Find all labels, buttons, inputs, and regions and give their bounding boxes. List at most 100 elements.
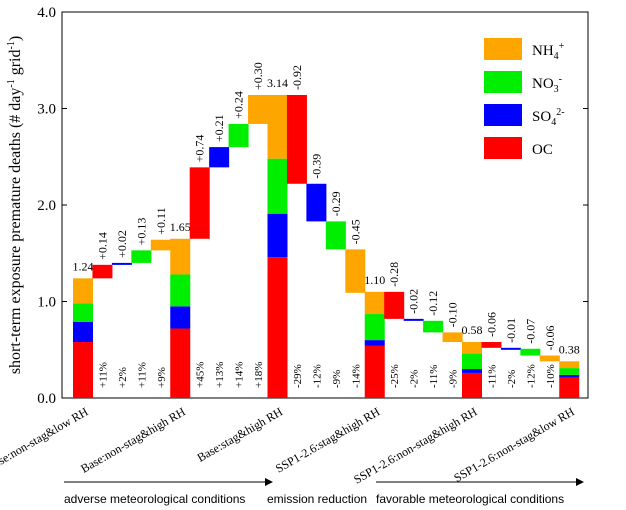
bar-total-oc-segment	[559, 377, 580, 398]
bar-total-nh4-segment	[170, 238, 191, 275]
legend-label-subscript: 4	[554, 51, 559, 62]
y-tick-label: 0.0	[37, 391, 56, 407]
bar-step-percent-label: +9%	[156, 367, 168, 388]
bar-step-so4	[111, 262, 132, 265]
bar-step-nh4	[150, 239, 171, 251]
legend-label-nh4: NH4+	[532, 41, 565, 62]
phase-arrowhead-adverse	[265, 478, 273, 486]
bar-step-percent-label: +13%	[214, 362, 226, 388]
phase-arrowhead-favorable	[576, 478, 584, 486]
bar-step-value-label: -0.06	[484, 312, 498, 337]
legend-label-base: OC	[532, 142, 553, 158]
bar-total-no3-segment	[462, 353, 482, 370]
y-tick-label: 3.0	[37, 102, 56, 118]
phase-label: adverse meteorological conditions	[64, 492, 245, 506]
bar-step-percent-label: -11%	[486, 365, 498, 388]
phase-label: favorable meteorological conditions	[376, 492, 564, 506]
bar-total-oc-segment	[170, 328, 191, 398]
legend-label-so4: SO42-	[532, 107, 565, 128]
bar-step-percent-label: -2%	[409, 370, 421, 388]
bar-step-percent-label: +2%	[117, 367, 129, 388]
bar-step-value-label: +0.21	[212, 114, 226, 142]
bar-step-percent-label: +45%	[195, 362, 207, 388]
bar-step-oc	[286, 94, 307, 184]
bar-step-percent-label: -12%	[525, 364, 537, 388]
y-axis-label-exponent: -1	[6, 41, 17, 49]
legend-label-superscript: -	[559, 74, 562, 85]
bar-step-oc	[189, 167, 210, 239]
bar-step-no3	[520, 348, 541, 356]
legend-label-base: NO	[532, 76, 554, 92]
bar-step-no3	[325, 221, 346, 250]
bar-total-no3-segment	[73, 303, 93, 322]
bar-step-value-label: -0.06	[543, 326, 557, 351]
bar-total-nh4-segment	[267, 94, 288, 159]
bar-step-percent-label: -11%	[428, 365, 440, 388]
bar-step-oc	[384, 291, 405, 319]
bar-step-value-label: -0.07	[523, 319, 537, 344]
legend-label-subscript: 3	[554, 84, 559, 95]
bar-step-nh4	[345, 249, 366, 293]
legend-swatch-so4	[484, 104, 522, 126]
bar-step-oc	[92, 264, 113, 279]
bar-step-value-label: -0.92	[290, 65, 304, 90]
bar-total-label: 0.38	[559, 342, 580, 356]
bar-total-oc-segment	[267, 257, 288, 398]
bar-step-value-label: -0.12	[426, 291, 440, 316]
bar-step-percent-label: -14%	[350, 364, 362, 388]
bar-step-nh4	[442, 332, 463, 343]
bar-total-label: 3.14	[267, 76, 288, 90]
bar-step-value-label: +0.11	[154, 207, 168, 234]
bar-step-value-label: +0.02	[115, 230, 129, 258]
bar-step-value-label: +0.24	[232, 91, 246, 119]
bar-total-oc-segment	[462, 372, 482, 398]
scenario-label: Base:non-stag&high RH	[78, 404, 188, 475]
y-tick-label: 2.0	[37, 198, 56, 214]
y-tick-label: 4.0	[37, 5, 56, 21]
bar-total-so4-segment	[462, 369, 482, 373]
legend-swatch-oc	[484, 137, 522, 159]
bar-total-so4-segment	[559, 374, 580, 378]
bar-total-so4-segment	[170, 306, 191, 329]
bar-step-no3	[131, 250, 152, 263]
bar-step-oc	[481, 342, 502, 348]
bar-step-percent-label: -10%	[545, 364, 557, 388]
bar-step-so4	[209, 147, 230, 168]
bar-total-label: 1.10	[364, 273, 385, 287]
bar-step-percent-label: +14%	[234, 362, 246, 388]
legend-label-superscript: 2-	[556, 107, 564, 118]
bar-step-value-label: +0.14	[95, 232, 109, 260]
bar-step-percent-label: +18%	[253, 362, 265, 388]
bar-step-percent-label: -12%	[311, 364, 323, 388]
y-axis-label-part: grid	[7, 49, 24, 79]
bar-step-percent-label: -29%	[292, 364, 304, 388]
bar-step-percent-label: -9%	[331, 370, 343, 388]
bar-step-value-label: -0.01	[504, 318, 518, 343]
bar-total-nh4-segment	[462, 342, 482, 354]
legend-swatch-nh4	[484, 38, 522, 60]
bar-total-no3-segment	[170, 274, 191, 307]
bar-step-value-label: -0.29	[329, 191, 343, 216]
bar-total-oc-segment	[364, 345, 385, 398]
legend-label-base: NH	[532, 43, 554, 59]
bar-total-nh4-segment	[559, 361, 580, 369]
bar-step-nh4	[539, 355, 560, 362]
y-axis-label-part: )	[7, 36, 24, 41]
bar-total-label: 0.58	[462, 323, 483, 337]
bar-total-no3-segment	[559, 368, 580, 375]
bar-step-no3	[423, 320, 444, 333]
bar-total-label: 1.65	[170, 220, 191, 234]
legend-label-no3: NO3-	[532, 74, 562, 95]
legend-label-base: SO	[532, 109, 551, 125]
bar-total-nh4-segment	[73, 278, 93, 304]
bar-step-value-label: -0.02	[407, 289, 421, 314]
legend-label-oc: OC	[532, 142, 553, 158]
bar-step-value-label: +0.13	[134, 218, 148, 246]
bar-step-percent-label: -25%	[389, 364, 401, 388]
scenario-label: Base:stag&high RH	[195, 404, 286, 464]
bar-step-percent-label: -9%	[448, 370, 460, 388]
bar-step-value-label: +0.74	[193, 135, 207, 163]
bar-total-no3-segment	[364, 314, 385, 341]
legend-label-subscript: 4	[551, 117, 556, 128]
